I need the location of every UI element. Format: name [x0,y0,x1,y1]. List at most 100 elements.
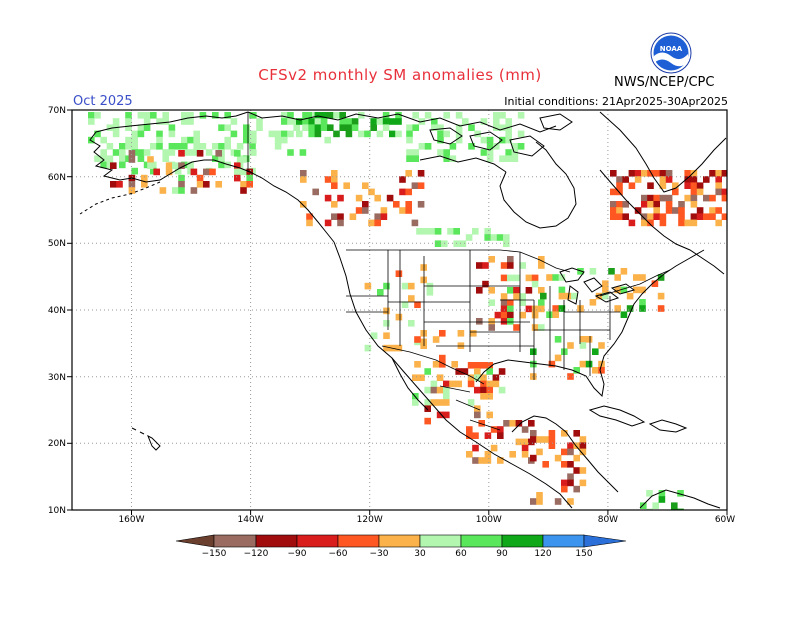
anomaly-cell [212,112,219,119]
anomaly-cell [364,344,372,352]
anomaly-cell [511,155,519,162]
anomaly-cell [414,336,421,343]
anomaly-cell [230,149,238,156]
anomaly-cell [165,162,173,169]
anomaly-cell [513,287,520,294]
borders [247,112,671,431]
anomaly-cell [536,448,543,456]
anomaly-cell [268,130,276,138]
anomaly-cell [196,150,204,157]
anomaly-cell [558,274,566,281]
anomaly-cell [614,305,621,312]
anomaly-cell [616,213,623,220]
anomaly-cell [531,311,539,319]
anomaly-cell [449,380,456,388]
anomaly-cell [474,362,481,369]
anomaly-cell [573,430,580,437]
anomaly-cell [554,454,562,462]
anomaly-cell [567,479,574,487]
anomaly-cell [567,461,574,468]
anomaly-cell [647,201,654,208]
anomaly-cell [447,228,454,235]
anomaly-cell [639,286,646,294]
anomaly-cell [422,228,429,235]
anomaly-cell [100,149,107,156]
anomaly-cell [131,136,138,144]
anomaly-cell [274,136,282,144]
anomaly-cell [243,124,250,131]
anomaly-cell [187,136,194,144]
anomaly-cell [641,219,648,227]
anomaly-cell [383,332,390,339]
anomaly-cell [598,367,605,374]
anomaly-cell [519,311,526,319]
anomaly-cell [678,213,685,220]
anomaly-cell [484,234,491,241]
anomaly-cells [88,112,727,510]
anomaly-cell [538,262,545,269]
anomaly-cell [333,112,340,119]
anomaly-cell [370,124,377,131]
anomaly-cell [168,143,176,150]
anomaly-cell [424,417,431,425]
anomaly-cell [355,207,363,214]
anomaly-cell [657,292,665,300]
anomaly-cell [567,498,574,505]
anomaly-cell [531,280,539,288]
anomaly-cell [488,287,495,294]
anomaly-cell [577,305,584,312]
anomaly-cell [531,274,539,282]
anomaly-cell [287,118,294,125]
anomaly-cell [538,287,545,294]
anomaly-cell [234,162,241,169]
anomaly-cell [536,436,543,443]
anomaly-cell [412,124,419,131]
anomaly-cell [480,393,487,400]
legend-label: −60 [329,549,348,559]
anomaly-cell [503,240,510,247]
anomaly-cell [193,149,200,156]
anomaly-cell [106,143,114,150]
anomaly-cell [573,367,580,374]
anomaly-cell [610,207,617,214]
anomaly-cell [281,112,288,119]
anomaly-cell [548,360,556,368]
anomaly-cell [94,155,101,162]
anomaly-cell [199,143,207,150]
anomaly-cell [302,112,309,119]
anomaly-cell [203,168,210,176]
anomaly-cell [480,386,487,394]
anomaly-cell [507,274,514,282]
anomaly-cell [181,112,188,119]
anomaly-cell [696,213,704,220]
anomaly-cell [380,207,388,214]
anomaly-cell [119,155,126,162]
anomaly-cell [88,112,95,119]
lat-tick-label: 20N [48,439,66,449]
anomaly-cell [690,201,698,208]
anomaly-cell [399,176,406,183]
anomaly-cell [721,194,727,202]
anomaly-cell [684,219,691,227]
anomaly-cell [345,118,353,125]
anomaly-cell [721,188,727,196]
anomaly-cell [709,194,716,202]
anomaly-cell [455,124,463,131]
anomaly-cell [455,380,462,388]
anomaly-cell [538,299,545,306]
lat-tick-label: 10N [48,506,66,516]
anomaly-cell [474,374,481,381]
anomaly-cell [521,426,529,433]
legend-colorbar [175,534,627,548]
anomaly-cell [324,219,332,227]
anomaly-cell [308,124,315,131]
anomaly-cell [571,292,578,300]
anomaly-cell [411,182,419,189]
anomaly-cell [554,336,562,343]
anomaly-cell [602,292,609,300]
anomaly-cell [437,130,444,138]
anomaly-cell [626,305,634,312]
anomaly-cell [622,176,629,183]
anomaly-cell [88,136,95,144]
